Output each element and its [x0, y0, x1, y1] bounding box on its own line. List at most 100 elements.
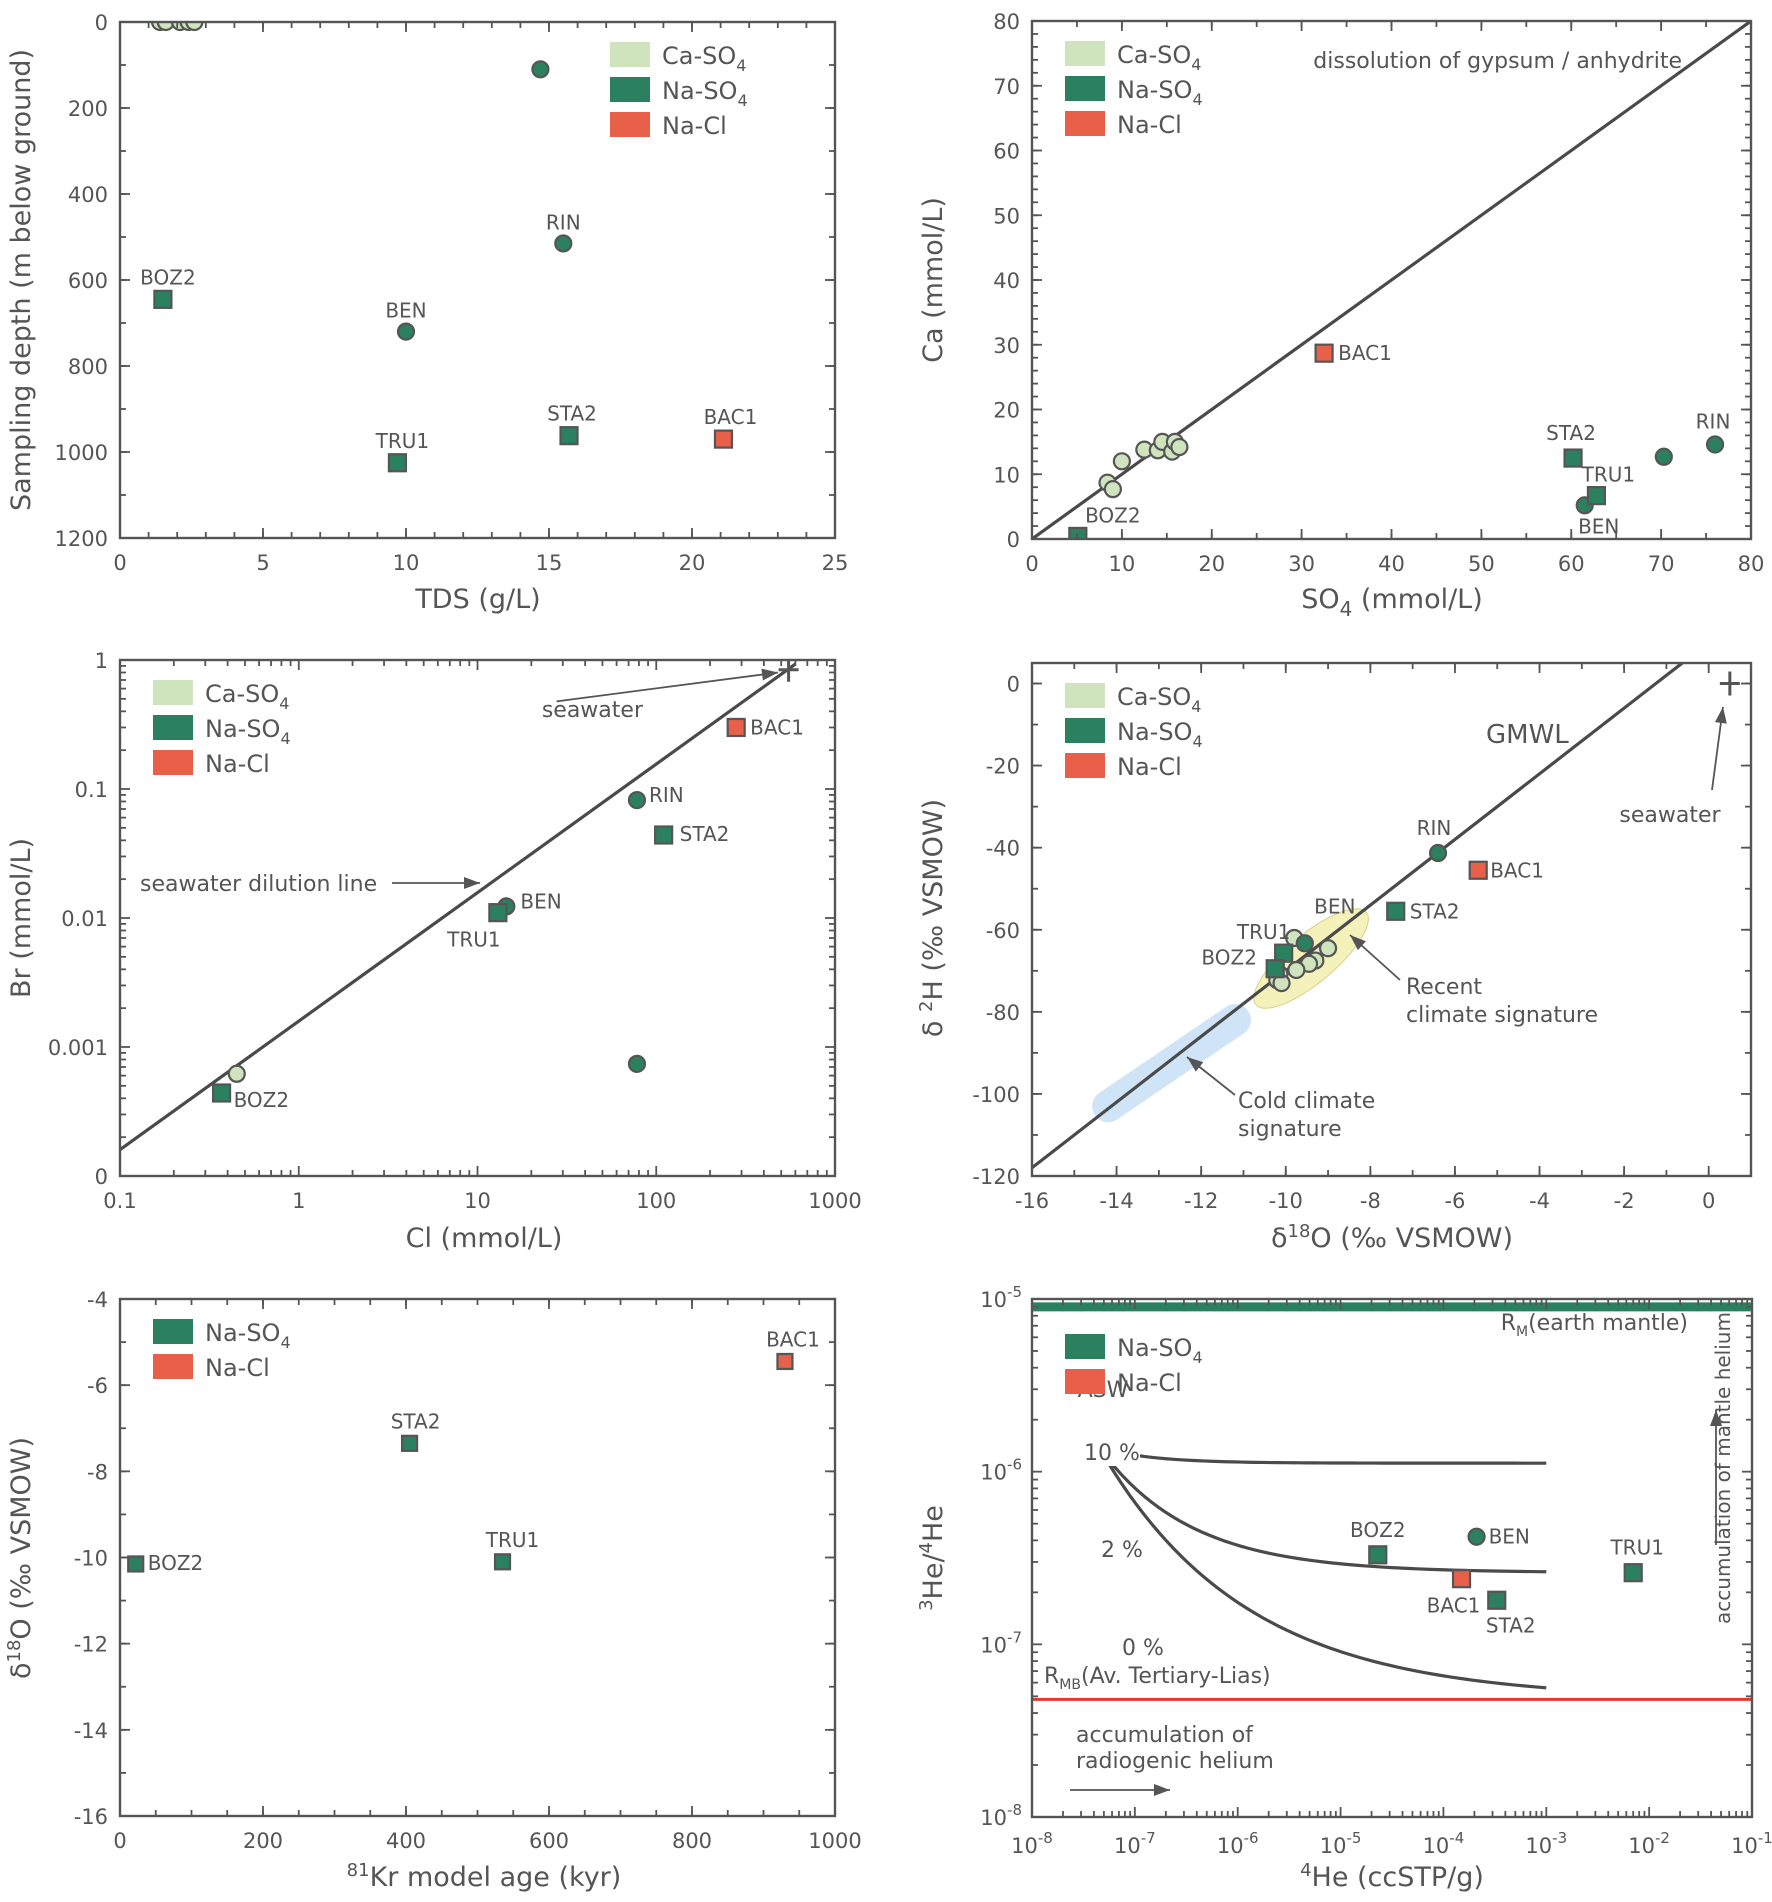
y-tick-label: -20 — [986, 755, 1020, 779]
y-tick-label: 10 — [993, 463, 1020, 487]
x-tick-label: -16 — [1015, 1189, 1049, 1213]
mantle-helium-arrow-head — [1710, 1410, 1722, 1426]
data-label-bac1: BAC1 — [704, 405, 758, 429]
x-tick-label: 10-3 — [1525, 1829, 1567, 1858]
p3-seawater-label: seawater — [542, 698, 644, 723]
data-point-ca-so4-circle — [1318, 939, 1338, 958]
mixing-curve-2pct — [1097, 1446, 1547, 1574]
y-tick-label: 1200 — [55, 527, 108, 551]
data-label-bac1: BAC1 — [1427, 1594, 1481, 1618]
reference-line-gmwl — [1032, 663, 1685, 1170]
data-label-rin: RIN — [1417, 816, 1452, 840]
p4-seawater-label: seawater — [1619, 803, 1721, 828]
legend-swatch-na-cl — [1065, 111, 1105, 136]
legend-label-ca-so4: Ca-SO4 — [1117, 41, 1201, 74]
legend-swatch-ca-so4 — [153, 680, 193, 705]
seawater-arrow-head — [1714, 707, 1727, 724]
y-tick-label: 10-7 — [980, 1628, 1022, 1657]
data-point-na-so4-square — [1586, 486, 1607, 506]
curve-label-bg — [1086, 1438, 1140, 1466]
p5-x-axis-label: 81Kr model age (kyr) — [347, 1860, 622, 1893]
p6-x-axis-label: 4He (ccSTP/g) — [1300, 1860, 1484, 1893]
x-tick-label: 10-2 — [1628, 1829, 1670, 1858]
y-tick-label: 1000 — [55, 441, 108, 465]
p3-dilution-label: seawater dilution line — [140, 872, 377, 897]
data-point-na-so4-square — [1368, 1545, 1388, 1565]
data-point-ca-so4-circle — [185, 22, 204, 32]
data-label-ben: BEN — [385, 299, 426, 323]
x-tick-label: 5 — [256, 551, 269, 575]
chart-tds_depth: RIN BEN BOZ2 TRU1 STA2 BAC1 0 5 10 15 20 25 0 200 400 6… — [55, 11, 849, 575]
data-point-ca-so4-circle — [156, 22, 175, 32]
x-tick-label: 0 — [1702, 1189, 1715, 1213]
x-tick-label: 10-6 — [1217, 1829, 1259, 1858]
curve-label-c0: 0 % — [1122, 1636, 1164, 1661]
p4-cold-label: Cold climate — [1238, 1089, 1375, 1114]
legend-swatch-na-cl — [1065, 753, 1105, 778]
data-point-na-so4-square — [488, 903, 508, 923]
x-tick-label: 70 — [1648, 552, 1675, 576]
data-label-rin: RIN — [546, 210, 581, 234]
data-label-ben: BEN — [1578, 514, 1619, 538]
x-tick-label: 60 — [1558, 552, 1585, 576]
data-label-sta2: STA2 — [1546, 421, 1596, 445]
curve-label-c10: 10 % — [1084, 1441, 1140, 1466]
y-tick-label: 80 — [993, 10, 1020, 34]
legend-label-na-cl: Na-Cl — [662, 112, 727, 140]
x-tick-label: 200 — [243, 1829, 283, 1853]
legend-label-na-so4: Na-SO4 — [1117, 76, 1203, 109]
y-tick-label: -60 — [986, 919, 1020, 943]
data-point-na-so4-circle — [627, 1054, 647, 1073]
panel-d18o-vs-d2h: δ18O (‰ VSMOW) δ 2H (‰ VSMOW) GMWL seawa… — [916, 720, 1722, 1254]
mixing-curve-0pct — [1097, 1446, 1547, 1690]
legend-label-na-so4: Na-SO4 — [1117, 718, 1203, 751]
data-point-ca-so4-circle — [1170, 437, 1189, 457]
plot-area-so4_ca: BEN RIN BOZ2 STA2 TRU1 BAC1 — [1032, 21, 1751, 539]
y-tick-label: -16 — [74, 1805, 108, 1829]
data-label-bac1: BAC1 — [750, 715, 804, 739]
data-point-na-so4-circle — [1428, 843, 1448, 863]
y-tick-label: 0.1 — [75, 778, 108, 802]
data-point-na-cl-square — [726, 717, 746, 738]
legend-swatch-na-so4 — [153, 1319, 193, 1344]
x-tick-label: 1 — [292, 1189, 305, 1213]
data-point-na-so4-circle — [1705, 435, 1725, 454]
data-point-na-cl-square — [713, 429, 734, 449]
legend-label-na-so4: Na-SO4 — [662, 77, 748, 110]
data-point-na-so4-circle — [1295, 934, 1314, 953]
x-tick-label: 10-5 — [1320, 1829, 1362, 1858]
x-tick-label: 1000 — [808, 1189, 861, 1213]
x-tick-label: 800 — [672, 1829, 712, 1853]
data-point-na-so4-square — [1623, 1563, 1643, 1583]
legend-label-ca-so4: Ca-SO4 — [205, 680, 289, 713]
x-tick-label: 30 — [1288, 552, 1315, 576]
legend-label-ca-so4: Ca-SO4 — [662, 42, 746, 75]
y-tick-label: -10 — [74, 1547, 108, 1571]
p2-x-axis-label: SO4 (mmol/L) — [1301, 584, 1483, 621]
data-label-sta2: STA2 — [547, 402, 597, 426]
plot-frame — [1030, 1297, 1754, 1819]
p6-mantle-acc-label: accumulation of mantle helium — [1711, 1312, 1735, 1624]
y-tick-label: 400 — [68, 183, 108, 207]
p1-x-axis-label: TDS (g/L) — [414, 584, 540, 615]
y-tick-label: 10-6 — [980, 1456, 1022, 1485]
x-tick-label: 0 — [1025, 552, 1038, 576]
p6-y-axis-label: 3He/4He — [916, 1505, 949, 1611]
y-tick-label: -14 — [74, 1719, 108, 1743]
data-point-na-so4-circle — [396, 322, 416, 341]
y-tick-label: 0 — [1007, 673, 1020, 697]
legend-swatch-na-so4 — [153, 715, 193, 740]
cold-climate-arrow-head — [1187, 1057, 1204, 1072]
data-point-na-so4-circle — [531, 60, 550, 79]
legend-swatch-ca-so4 — [1065, 41, 1105, 66]
data-point-na-so4-square — [559, 426, 579, 446]
data-point-na-so4-circle — [1654, 447, 1673, 466]
x-tick-label: 0.1 — [103, 1189, 136, 1213]
data-point-na-so4-square — [1563, 448, 1583, 468]
data-point-ca-so4-circle — [1103, 480, 1122, 499]
y-tick-label: -6 — [87, 1374, 108, 1398]
x-tick-label: 10 — [464, 1189, 491, 1213]
p4-recent-label: Recent — [1406, 975, 1482, 1000]
legend-swatch-na-cl — [1065, 1369, 1105, 1394]
